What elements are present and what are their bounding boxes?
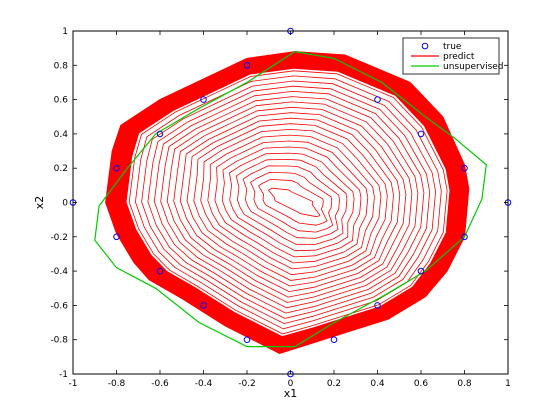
predict-contour bbox=[147, 85, 431, 319]
legend-label: predict bbox=[443, 52, 475, 62]
x-tick-label: 0 bbox=[288, 379, 294, 389]
x-tick-label: 0.6 bbox=[414, 379, 429, 389]
y-tick-label: -0.6 bbox=[50, 301, 68, 311]
x-tick-label: -0.4 bbox=[195, 379, 213, 389]
true-point bbox=[156, 267, 164, 275]
true-point bbox=[417, 130, 425, 138]
legend-label: unsupervised bbox=[443, 62, 504, 72]
predict-contour bbox=[258, 178, 328, 226]
legend-item-predict: predict bbox=[411, 52, 475, 62]
y-tick-label: 0.6 bbox=[54, 96, 69, 106]
predict-contour bbox=[160, 96, 419, 309]
y-tick-label: -0.2 bbox=[50, 233, 68, 243]
true-point bbox=[374, 96, 381, 103]
legend-item-true: true bbox=[421, 42, 462, 52]
true-point bbox=[417, 267, 425, 275]
predict-contour bbox=[200, 128, 382, 276]
y-axis-label: x2 bbox=[33, 196, 46, 210]
x-tick-label: -0.6 bbox=[151, 379, 169, 389]
predict-contour bbox=[186, 117, 394, 287]
predict-contour bbox=[153, 90, 425, 314]
predict-contour bbox=[179, 112, 401, 293]
predict-contour bbox=[214, 140, 369, 264]
axes-layer: -1 -0.8 -0.6 -0.4 -0.2 0 0.2 0.4 0.6 0.8 1 -1 -0.8 -0… bbox=[50, 27, 510, 389]
y-tick-label: 0.8 bbox=[54, 61, 69, 71]
predict-contour bbox=[250, 171, 334, 233]
true-point bbox=[461, 233, 468, 241]
true-point bbox=[330, 336, 338, 344]
y-tick-label: -0.4 bbox=[50, 267, 68, 277]
true-point bbox=[243, 336, 251, 344]
x-tick-label: 0.2 bbox=[327, 379, 341, 389]
series-unsupervised bbox=[94, 51, 487, 348]
x-axis-label: x1 bbox=[284, 387, 298, 400]
predict-contour bbox=[228, 152, 355, 252]
predict-contour bbox=[173, 106, 407, 298]
legend-item-unsupervised: unsupervised bbox=[411, 62, 504, 72]
y-tick-label: -0.8 bbox=[50, 336, 68, 346]
x-tick-label: -0.8 bbox=[108, 379, 126, 389]
predict-contour bbox=[267, 187, 321, 218]
true-point bbox=[374, 302, 381, 309]
series-predict bbox=[105, 51, 470, 354]
predict-contour bbox=[122, 65, 454, 340]
predict-contour bbox=[221, 146, 362, 258]
legend-marker bbox=[421, 42, 429, 50]
x-tick-label: 0.8 bbox=[457, 379, 472, 389]
predict-contour bbox=[141, 80, 437, 325]
x-tick-label: -0.2 bbox=[238, 379, 256, 389]
true-point bbox=[200, 96, 207, 103]
predict-contour bbox=[166, 101, 413, 303]
predict-contour bbox=[235, 158, 348, 245]
true-point bbox=[156, 130, 164, 138]
predict-contour bbox=[134, 75, 442, 330]
x-tick-label: 0.4 bbox=[370, 379, 385, 389]
y-tick-label: 0 bbox=[62, 199, 68, 209]
true-point bbox=[113, 164, 120, 172]
x-tick-label: 1 bbox=[505, 379, 511, 389]
x-tick-label: -1 bbox=[69, 379, 78, 389]
predict-contour bbox=[207, 134, 375, 270]
y-tick-label: 0.2 bbox=[54, 164, 68, 174]
predict-contour bbox=[193, 123, 388, 281]
true-point bbox=[113, 233, 120, 241]
predict-contour bbox=[128, 70, 448, 335]
true-point bbox=[461, 164, 468, 172]
unsupervised-line bbox=[94, 51, 487, 348]
y-tick-label: 0.4 bbox=[54, 130, 69, 140]
y-tick-label: -1 bbox=[59, 370, 68, 380]
predict-contour bbox=[242, 165, 340, 239]
true-point bbox=[243, 62, 251, 69]
y-tick-label: 1 bbox=[62, 27, 68, 37]
true-point bbox=[200, 302, 207, 309]
legend-label: true bbox=[443, 42, 462, 52]
series-layer bbox=[69, 27, 512, 378]
